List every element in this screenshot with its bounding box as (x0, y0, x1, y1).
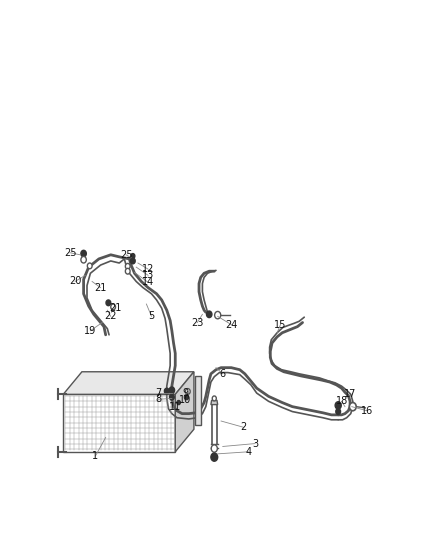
Text: 21: 21 (110, 303, 122, 313)
Circle shape (211, 445, 217, 452)
Text: 21: 21 (94, 282, 107, 293)
Text: 25: 25 (64, 248, 76, 258)
Polygon shape (63, 394, 175, 452)
Circle shape (106, 300, 111, 306)
Text: 12: 12 (142, 264, 154, 274)
Text: 4: 4 (245, 447, 251, 457)
Circle shape (212, 396, 216, 401)
Text: 18: 18 (336, 397, 348, 406)
Circle shape (87, 263, 92, 269)
Text: 8: 8 (155, 394, 161, 404)
Text: 22: 22 (105, 311, 117, 321)
Text: 25: 25 (120, 250, 132, 260)
Circle shape (81, 256, 86, 263)
Circle shape (336, 409, 341, 415)
Text: 1: 1 (92, 451, 99, 461)
Circle shape (206, 311, 212, 318)
Text: 7: 7 (155, 388, 162, 398)
Text: 9: 9 (182, 388, 188, 398)
Text: 14: 14 (142, 277, 154, 287)
Circle shape (170, 394, 174, 400)
Text: 10: 10 (179, 395, 191, 406)
Circle shape (211, 453, 218, 461)
Text: 2: 2 (240, 422, 246, 432)
Text: 20: 20 (69, 277, 81, 286)
Text: 23: 23 (191, 318, 204, 327)
Circle shape (215, 311, 221, 319)
Text: 19: 19 (84, 326, 96, 336)
Text: 5: 5 (148, 311, 155, 321)
Circle shape (350, 402, 356, 411)
Circle shape (125, 263, 130, 269)
Circle shape (131, 258, 135, 264)
Text: 15: 15 (274, 320, 287, 329)
Polygon shape (211, 400, 218, 405)
Circle shape (81, 251, 86, 257)
Circle shape (111, 304, 116, 310)
Text: 3: 3 (252, 439, 258, 449)
Text: 16: 16 (361, 406, 373, 416)
Circle shape (177, 400, 180, 405)
Circle shape (335, 402, 341, 409)
Text: 11: 11 (169, 402, 181, 411)
Circle shape (125, 268, 130, 274)
Text: 17: 17 (344, 389, 356, 399)
Circle shape (131, 254, 135, 259)
Polygon shape (63, 372, 194, 394)
Circle shape (164, 388, 169, 394)
Circle shape (169, 387, 175, 393)
Polygon shape (175, 372, 194, 452)
Circle shape (185, 389, 190, 394)
Text: 6: 6 (220, 369, 226, 379)
Polygon shape (194, 376, 201, 425)
Text: 24: 24 (225, 320, 237, 329)
Circle shape (184, 395, 188, 400)
Text: 13: 13 (142, 270, 154, 280)
